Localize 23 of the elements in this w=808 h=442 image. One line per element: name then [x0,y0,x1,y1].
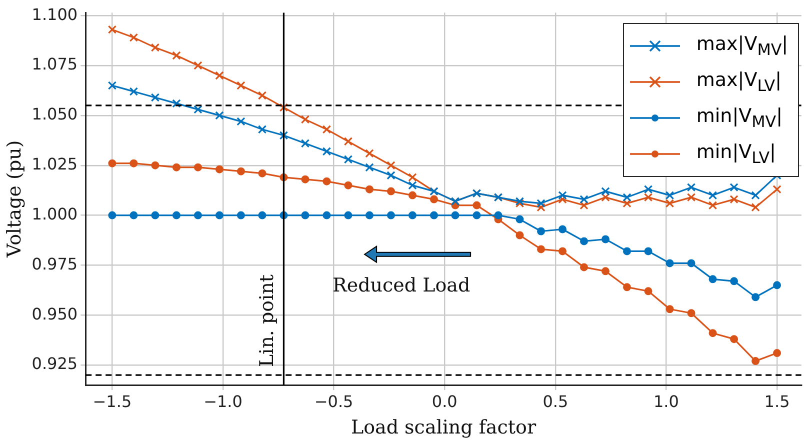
legend-label: min|V$_{LV}$| [696,140,776,166]
y-tick-label: 1.100 [32,4,78,24]
y-axis-title: Voltage (pu) [3,140,26,258]
annotation: Reduced Load [332,274,470,296]
ref-line-label: Lin. point [256,274,278,367]
legend-label: max|V$_{LV}$| [696,68,782,94]
x-tick-label: 1.0 [653,392,679,411]
y-tick-label: 1.025 [32,154,78,174]
x-tick-label: −1.0 [204,392,242,411]
x-axis-title: Load scaling factor [350,416,537,439]
y-tick-label: 1.000 [32,204,78,224]
y-tick-label: 0.975 [32,254,78,274]
x-tick-label: 0.0 [432,392,458,411]
y-tick-label: 0.925 [32,354,78,374]
legend-label: min|V$_{MV}$| [696,104,783,130]
y-tick-label: 1.075 [32,54,78,74]
legend-label: max|V$_{MV}$| [696,32,788,58]
y-tick-label: 0.950 [32,304,78,324]
x-tick-label: −0.5 [314,392,354,411]
x-tick-label: 0.5 [542,392,568,411]
x-tick-label: −1.5 [92,392,132,411]
x-tick-label: 1.5 [764,392,790,411]
y-tick-label: 1.050 [32,104,78,124]
